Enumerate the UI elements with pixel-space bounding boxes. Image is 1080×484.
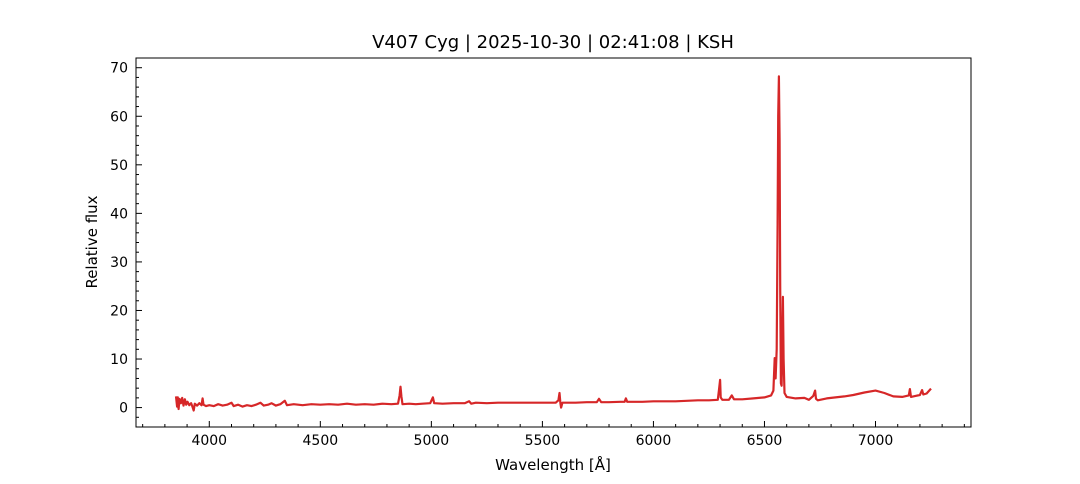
plot-frame [135,57,972,428]
spectrum-line [174,75,932,412]
x-tick-label: 7000 [858,433,894,449]
x-tick-label: 6500 [747,433,783,449]
y-tick-label: 60 [110,109,128,125]
chart-title: V407 Cyg | 2025-10-30 | 02:41:08 | KSH [372,32,734,53]
y-tick-label: 70 [110,61,128,77]
y-tick-label: 30 [110,255,128,271]
x-tick-label: 6000 [636,433,672,449]
x-tick-label: 4000 [191,433,227,449]
x-axis-label: Wavelength [Å] [495,455,611,474]
series-layer [174,75,932,412]
y-tick-label: 50 [110,158,128,174]
ticks-layer: 4000 4500 5000 5500 6000 6500 7000 0 10 20 30 40 50 6… [110,57,965,449]
y-axis-label: Relative flux [83,195,101,288]
y-tick-label: 0 [119,401,128,417]
y-tick-label: 40 [110,206,128,222]
y-tick-label: 10 [110,352,128,368]
x-tick-label: 5000 [414,433,450,449]
x-tick-label: 5500 [525,433,561,449]
x-tick-label: 4500 [303,433,339,449]
y-tick-label: 20 [110,303,128,319]
